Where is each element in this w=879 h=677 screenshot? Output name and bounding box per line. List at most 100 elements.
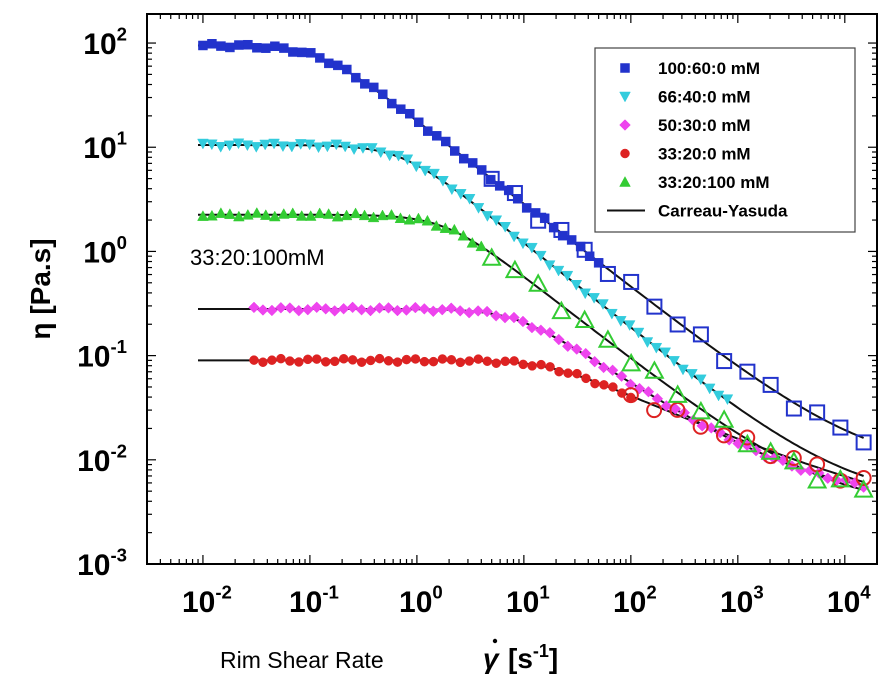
marker-100-60-0-mm xyxy=(360,79,370,89)
marker-33-20-100-mm xyxy=(340,209,353,221)
marker-50-30-0-mm xyxy=(302,303,314,316)
marker-100-60-0-mm xyxy=(441,136,451,147)
x-tick-label: 100 xyxy=(399,582,443,620)
marker-33-20-100-mm-open xyxy=(807,470,828,489)
marker-33-20-100-mm xyxy=(475,240,488,252)
marker-100-60-0-mm xyxy=(306,48,316,58)
legend-marker xyxy=(619,119,631,131)
marker-100-60-0-mm xyxy=(297,47,307,58)
marker-66-40-0-mm xyxy=(668,356,680,367)
marker-50-30-0-mm xyxy=(570,343,583,355)
marker-33-20-100-mm-open xyxy=(504,259,525,279)
marker-33-20-0-mm xyxy=(509,356,519,366)
y-tick-label: 10-3 xyxy=(77,545,127,583)
marker-33-20-0-mm xyxy=(455,357,466,368)
marker-66-40-0-mm xyxy=(552,265,565,277)
marker-50-30-0-mm xyxy=(445,302,457,314)
marker-100-60-0-mm xyxy=(324,58,334,69)
marker-50-30-0-mm xyxy=(553,333,565,346)
marker-33-20-0-mm xyxy=(554,366,564,377)
marker-33-20-100-mm-open xyxy=(737,433,758,453)
marker-100-60-0-mm xyxy=(467,158,478,168)
marker-66-40-0-mm xyxy=(481,211,494,222)
marker-100-60-0-mm-open xyxy=(762,376,779,393)
marker-33-20-100-mm xyxy=(322,208,335,219)
x-tick-label: 104 xyxy=(827,582,871,620)
marker-33-20-100-mm-open xyxy=(690,400,711,420)
y-axis-title: η [Pa.s] xyxy=(25,238,56,339)
marker-33-20-100-mm xyxy=(259,209,272,220)
marker-100-60-0-mm xyxy=(432,131,442,141)
marker-33-20-0-mm xyxy=(338,354,349,364)
marker-66-40-0-mm xyxy=(312,142,325,154)
marker-100-60-0-mm-open xyxy=(692,326,709,343)
marker-66-40-0-mm xyxy=(419,165,432,177)
legend-marker xyxy=(619,91,631,103)
marker-50-30-0-mm xyxy=(472,305,484,317)
marker-50-30-0-mm xyxy=(409,301,422,314)
marker-50-30-0-mm xyxy=(328,305,341,317)
marker-100-60-0-mm-open xyxy=(506,185,523,202)
marker-33-20-100-mm xyxy=(331,210,344,222)
marker-33-20-0-mm xyxy=(500,356,510,367)
x-tick-labels: 10-2 10-1 100 101 102 103 104 xyxy=(182,582,871,620)
marker-33-20-0-mm xyxy=(419,356,430,367)
marker-33-20-100-mm xyxy=(215,207,227,218)
marker-33-20-100-mm xyxy=(403,213,416,225)
marker-50-30-0-mm xyxy=(660,400,673,412)
marker-66-40-0-mm xyxy=(339,141,351,153)
marker-100-60-0-mm-open xyxy=(623,273,640,290)
marker-33-20-100-mm xyxy=(286,207,299,219)
marker-50-30-0-mm xyxy=(284,302,296,314)
marker-33-20-0-mm xyxy=(590,378,600,389)
data-markers xyxy=(197,39,874,498)
marker-50-30-0-mm xyxy=(508,311,520,324)
marker-33-20-100-mm xyxy=(250,207,263,218)
legend: 100:60:0 mM 66:40:0 mM 50:30:0 mM 33:20:0 m… xyxy=(594,47,856,233)
marker-50-30-0-mm xyxy=(266,304,278,317)
x-axis-label: Rim Shear Rate γ [s-1] xyxy=(220,638,558,674)
marker-33-20-100-mm xyxy=(349,207,362,219)
marker-66-40-0-mm xyxy=(232,138,245,150)
marker-50-30-0-mm xyxy=(499,311,511,324)
marker-100-60-0-mm xyxy=(369,82,379,93)
marker-33-20-0-mm-open xyxy=(739,429,756,446)
marker-50-30-0-mm xyxy=(535,324,547,336)
marker-33-20-100-mm xyxy=(457,229,470,241)
marker-100-60-0-mm-open xyxy=(855,434,872,451)
marker-33-20-100-mm xyxy=(224,208,236,219)
marker-100-60-0-mm-open xyxy=(739,363,756,380)
marker-66-40-0-mm xyxy=(241,140,254,152)
legend-label: 66:40:0 mM xyxy=(658,88,751,107)
marker-100-60-0-mm xyxy=(593,258,604,268)
plot-frame xyxy=(146,13,878,565)
marker-100-60-0-mm-open xyxy=(646,298,663,315)
marker-50-30-0-mm xyxy=(355,304,368,316)
x-axis-symbol: γ xyxy=(483,643,500,674)
marker-33-20-0-mm xyxy=(464,356,475,366)
marker-33-20-100-mm xyxy=(268,210,281,222)
marker-66-40-0-mm xyxy=(401,154,414,166)
marker-33-20-0-mm xyxy=(365,355,376,366)
marker-66-40-0-mm xyxy=(588,293,600,304)
marker-100-60-0-mm xyxy=(521,203,532,213)
marker-100-60-0-mm xyxy=(405,108,415,119)
marker-66-40-0-mm xyxy=(472,203,485,214)
marker-50-30-0-mm xyxy=(248,301,260,314)
marker-50-30-0-mm xyxy=(319,303,332,315)
marker-66-40-0-mm xyxy=(357,143,369,154)
marker-33-20-100-mm xyxy=(376,209,389,221)
legend-label: 100:60:0 mM xyxy=(658,59,760,78)
marker-66-40-0-mm xyxy=(597,299,609,310)
marker-100-60-0-mm xyxy=(423,126,433,136)
marker-33-20-100-mm-open xyxy=(853,479,874,498)
x-tick-label: 103 xyxy=(720,582,764,620)
marker-66-40-0-mm xyxy=(526,242,538,254)
x-tick-label: 101 xyxy=(506,582,550,620)
marker-33-20-100-mm-open xyxy=(714,409,735,428)
y-tick-label: 101 xyxy=(83,128,127,166)
marker-50-30-0-mm xyxy=(418,303,431,315)
marker-66-40-0-mm xyxy=(614,316,627,327)
marker-33-20-0-mm-open xyxy=(646,402,663,419)
marker-66-40-0-mm xyxy=(499,222,512,233)
